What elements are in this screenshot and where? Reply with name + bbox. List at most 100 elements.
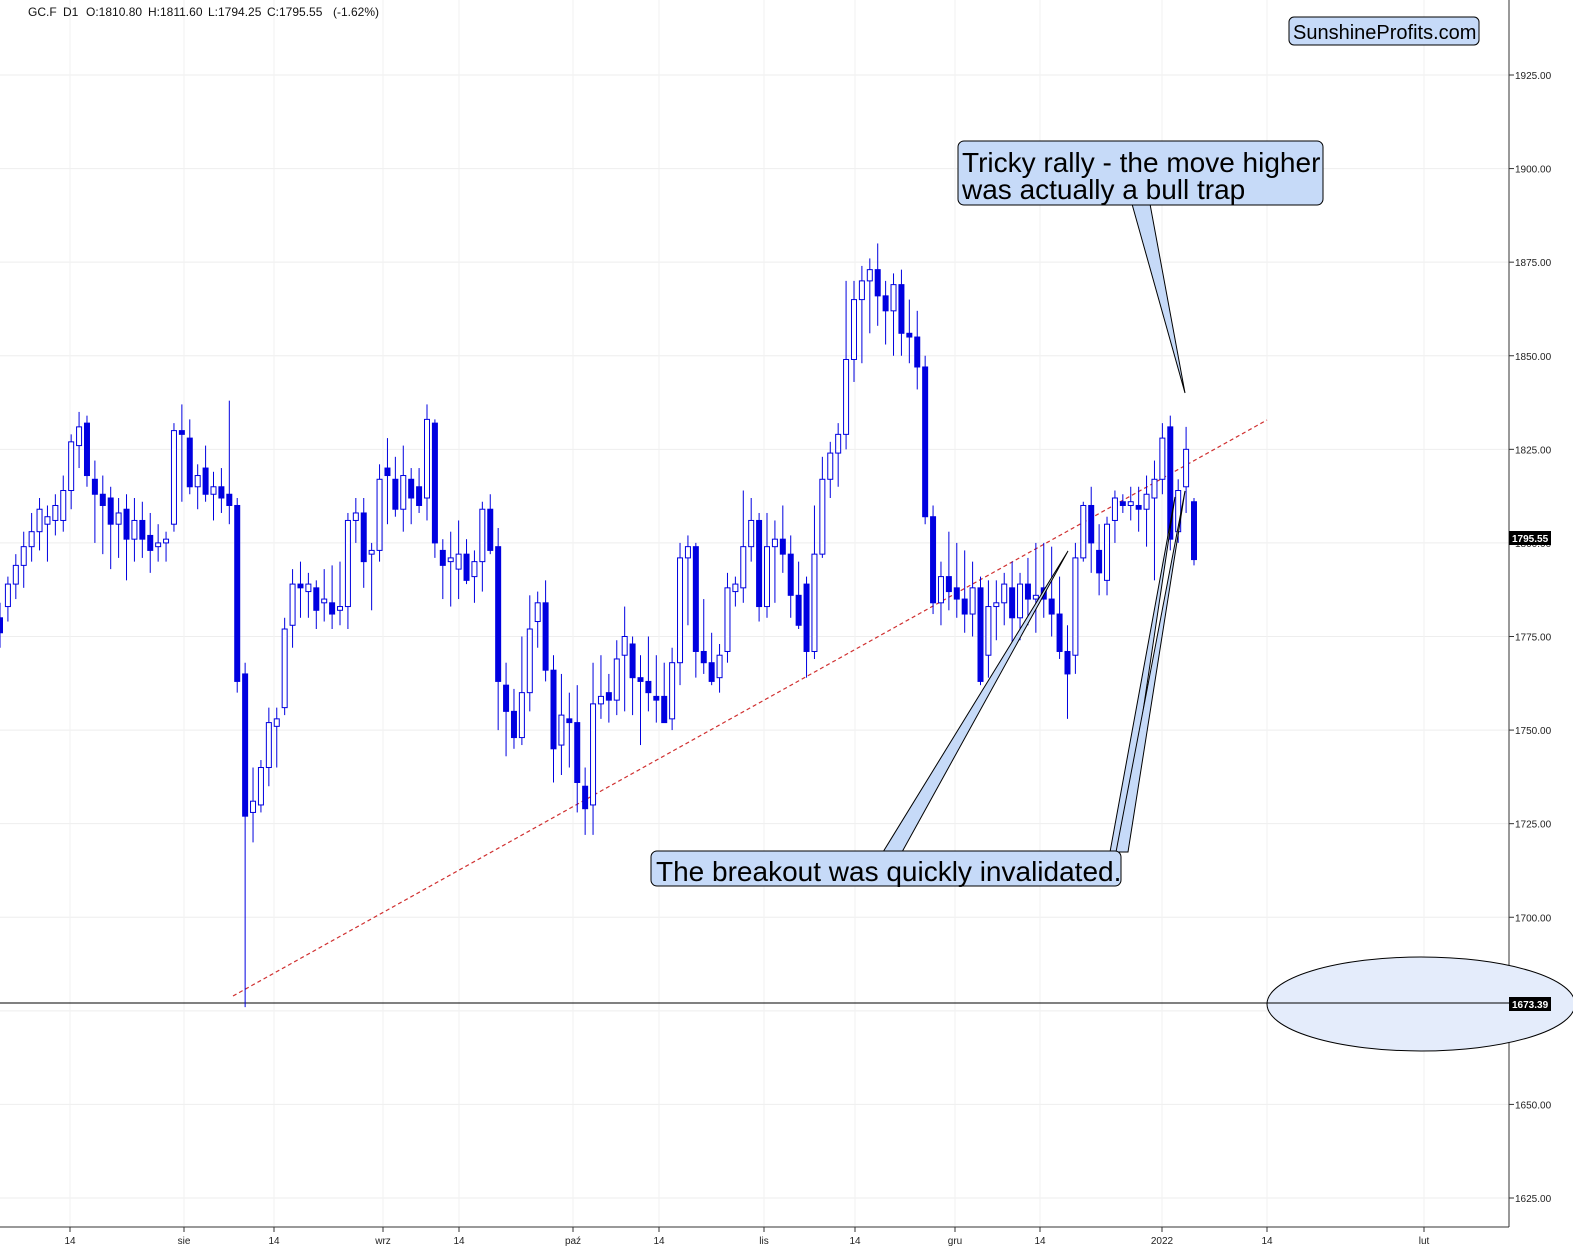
candle-body-up [740, 546, 747, 589]
candle-body-down [961, 598, 968, 615]
candle-body-down [692, 546, 699, 652]
candle-body-down [313, 587, 320, 611]
candle-body-up [858, 280, 865, 301]
x-tick-label: wrz [374, 1236, 391, 1247]
candle [1159, 423, 1166, 495]
candle-body-up [1001, 583, 1008, 604]
candle-body-up [1017, 583, 1024, 619]
candle [898, 269, 905, 356]
candle [613, 640, 620, 716]
candle [850, 280, 857, 382]
candle-body-up [368, 549, 375, 555]
support-target-ellipse [1266, 956, 1573, 1052]
y-tick-label: 1825.00 [1515, 445, 1552, 456]
candle [1088, 486, 1095, 573]
last-price-label: 1795.55 [1509, 531, 1551, 545]
chart-grid [0, 0, 1509, 1227]
candle-body-down [186, 437, 193, 488]
candle [953, 542, 960, 618]
candle-body-up [376, 478, 383, 551]
candle [645, 636, 652, 712]
candle [281, 617, 288, 716]
candle [107, 486, 114, 570]
candle-body-up [677, 557, 684, 664]
candle [1096, 524, 1103, 596]
candle-body-up [20, 546, 27, 566]
candle [922, 355, 929, 525]
candle-body-down [605, 692, 612, 701]
candle [985, 580, 992, 678]
bull-trap-callout: Tricky rally - the move higher was actua… [957, 140, 1324, 394]
candle-body-down [431, 422, 438, 544]
candle-body-up [1183, 448, 1190, 488]
y-tick-label: 1900.00 [1515, 165, 1552, 176]
y-tick-label: 1700.00 [1515, 913, 1552, 924]
candle-body-up [423, 418, 430, 499]
candle-body-up [12, 564, 19, 585]
candle [945, 531, 952, 611]
candle [4, 576, 11, 622]
candle [503, 662, 510, 757]
x-axis-ticks: 14 sie 14 wrz 14 paź 14 lis 14 gru 14 2022 14 lut [64, 1227, 1430, 1247]
candle-body-down [914, 336, 921, 368]
candle [123, 494, 130, 581]
candle-body-up [1104, 523, 1111, 581]
x-tick-label: paź [565, 1236, 581, 1247]
candle [479, 501, 486, 592]
candle [756, 512, 763, 622]
candle [526, 595, 533, 712]
candle-body-up [827, 452, 834, 480]
candle-body-up [115, 512, 122, 525]
candle [115, 497, 122, 558]
candle-body-up [534, 602, 541, 623]
candle-body-up [265, 722, 272, 769]
candle-body-down [83, 422, 90, 477]
candle-body-up [163, 538, 170, 544]
candle [202, 445, 209, 502]
candle-body-up [68, 441, 75, 492]
last-price-value: 1795.55 [1512, 534, 1549, 545]
candle-body-up [60, 490, 67, 521]
candle [384, 438, 391, 525]
support-price-value: 1673.39 [1512, 1000, 1549, 1011]
candle-body-down [234, 504, 241, 682]
candle [961, 550, 968, 633]
candle-body-down [906, 332, 913, 338]
header-high: H:1811.60 [148, 5, 203, 19]
candle-body-down [463, 553, 470, 581]
candle [843, 280, 850, 450]
candle [637, 655, 644, 746]
candle [163, 531, 170, 562]
candle [313, 580, 320, 630]
candle [597, 655, 604, 719]
candle-body-down [629, 643, 636, 679]
candle [226, 400, 233, 525]
candle-body-up [250, 800, 257, 813]
candle [12, 554, 19, 600]
candle [969, 561, 976, 637]
candle-body-down [416, 486, 423, 506]
y-axis-ticks: 1625.001650.001675.001700.001725.001750.… [1509, 71, 1552, 1205]
candle-body-up [993, 602, 1000, 608]
candle-body-up [44, 516, 51, 525]
candle-body-up [558, 714, 565, 746]
x-tick-label: 14 [653, 1236, 665, 1247]
candle [692, 542, 699, 678]
candle-body-up [985, 606, 992, 656]
candle [1183, 426, 1190, 513]
candle-body-up [479, 508, 486, 563]
candle-body-up [321, 598, 328, 604]
candle-body-up [732, 583, 739, 593]
candle [297, 561, 304, 618]
y-tick-label: 1775.00 [1515, 633, 1552, 644]
candle [155, 524, 162, 562]
candle-body-down [637, 677, 644, 682]
candle-body-up [1143, 493, 1150, 510]
candle [716, 643, 723, 693]
candle [1135, 486, 1142, 532]
candle [914, 310, 921, 390]
candle [1127, 486, 1134, 521]
candle [36, 497, 43, 551]
candle [408, 468, 415, 525]
